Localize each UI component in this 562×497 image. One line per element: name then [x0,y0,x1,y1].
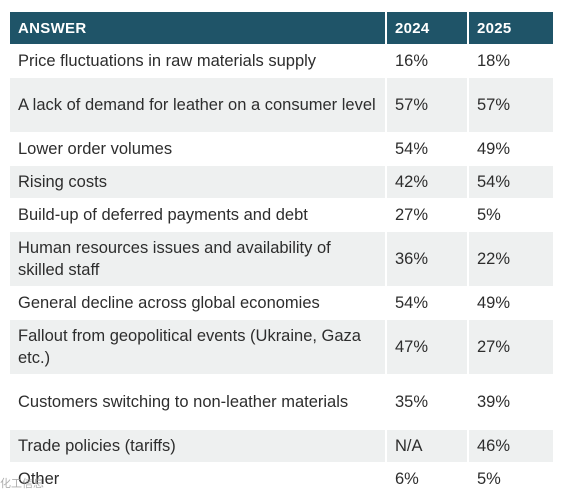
answer-cell: Rising costs [10,165,387,198]
value-2024-cell: 36% [387,231,469,286]
value-2025-cell: 46% [469,429,553,462]
table-row: Fallout from geopolitical events (Ukrain… [10,319,553,374]
header-2025: 2025 [469,12,553,44]
value-2024-cell: 35% [387,374,469,429]
table-row: Lower order volumes 54% 49% [10,132,553,165]
answer-cell: Lower order volumes [10,132,387,165]
table-row: General decline across global economies … [10,286,553,319]
answer-cell: General decline across global economies [10,286,387,319]
value-2025-cell: 49% [469,286,553,319]
value-2025-cell: 18% [469,44,553,77]
header-2024: 2024 [387,12,469,44]
table-row: Other 6% 5% [10,462,553,495]
value-2024-cell: 54% [387,286,469,319]
value-2025-cell: 22% [469,231,553,286]
table-row: Human resources issues and availability … [10,231,553,286]
value-2024-cell: 16% [387,44,469,77]
table-row: A lack of demand for leather on a consum… [10,77,553,132]
value-2024-cell: 27% [387,198,469,231]
answer-cell: A lack of demand for leather on a consum… [10,77,387,132]
table-row: Build-up of deferred payments and debt 2… [10,198,553,231]
header-answer: ANSWER [10,12,387,44]
answer-cell: Other [10,462,387,495]
answer-cell: Fallout from geopolitical events (Ukrain… [10,319,387,374]
value-2024-cell: 57% [387,77,469,132]
answer-cell: Build-up of deferred payments and debt [10,198,387,231]
watermark: 化工信息 [0,477,44,490]
table-row: Customers switching to non-leather mater… [10,374,553,429]
table-row: Trade policies (tariffs) N/A 46% [10,429,553,462]
value-2025-cell: 5% [469,462,553,495]
value-2025-cell: 39% [469,374,553,429]
answer-cell: Human resources issues and availability … [10,231,387,286]
value-2025-cell: 27% [469,319,553,374]
value-2024-cell: 42% [387,165,469,198]
value-2025-cell: 57% [469,77,553,132]
value-2024-cell: N/A [387,429,469,462]
table-row: Price fluctuations in raw materials supp… [10,44,553,77]
answer-cell: Trade policies (tariffs) [10,429,387,462]
value-2024-cell: 6% [387,462,469,495]
value-2025-cell: 54% [469,165,553,198]
table-row: Rising costs 42% 54% [10,165,553,198]
value-2025-cell: 5% [469,198,553,231]
header-row: ANSWER 2024 2025 [10,12,553,44]
value-2024-cell: 47% [387,319,469,374]
survey-table: ANSWER 2024 2025 Price fluctuations in r… [10,12,553,495]
answer-cell: Customers switching to non-leather mater… [10,374,387,429]
value-2025-cell: 49% [469,132,553,165]
value-2024-cell: 54% [387,132,469,165]
answer-cell: Price fluctuations in raw materials supp… [10,44,387,77]
